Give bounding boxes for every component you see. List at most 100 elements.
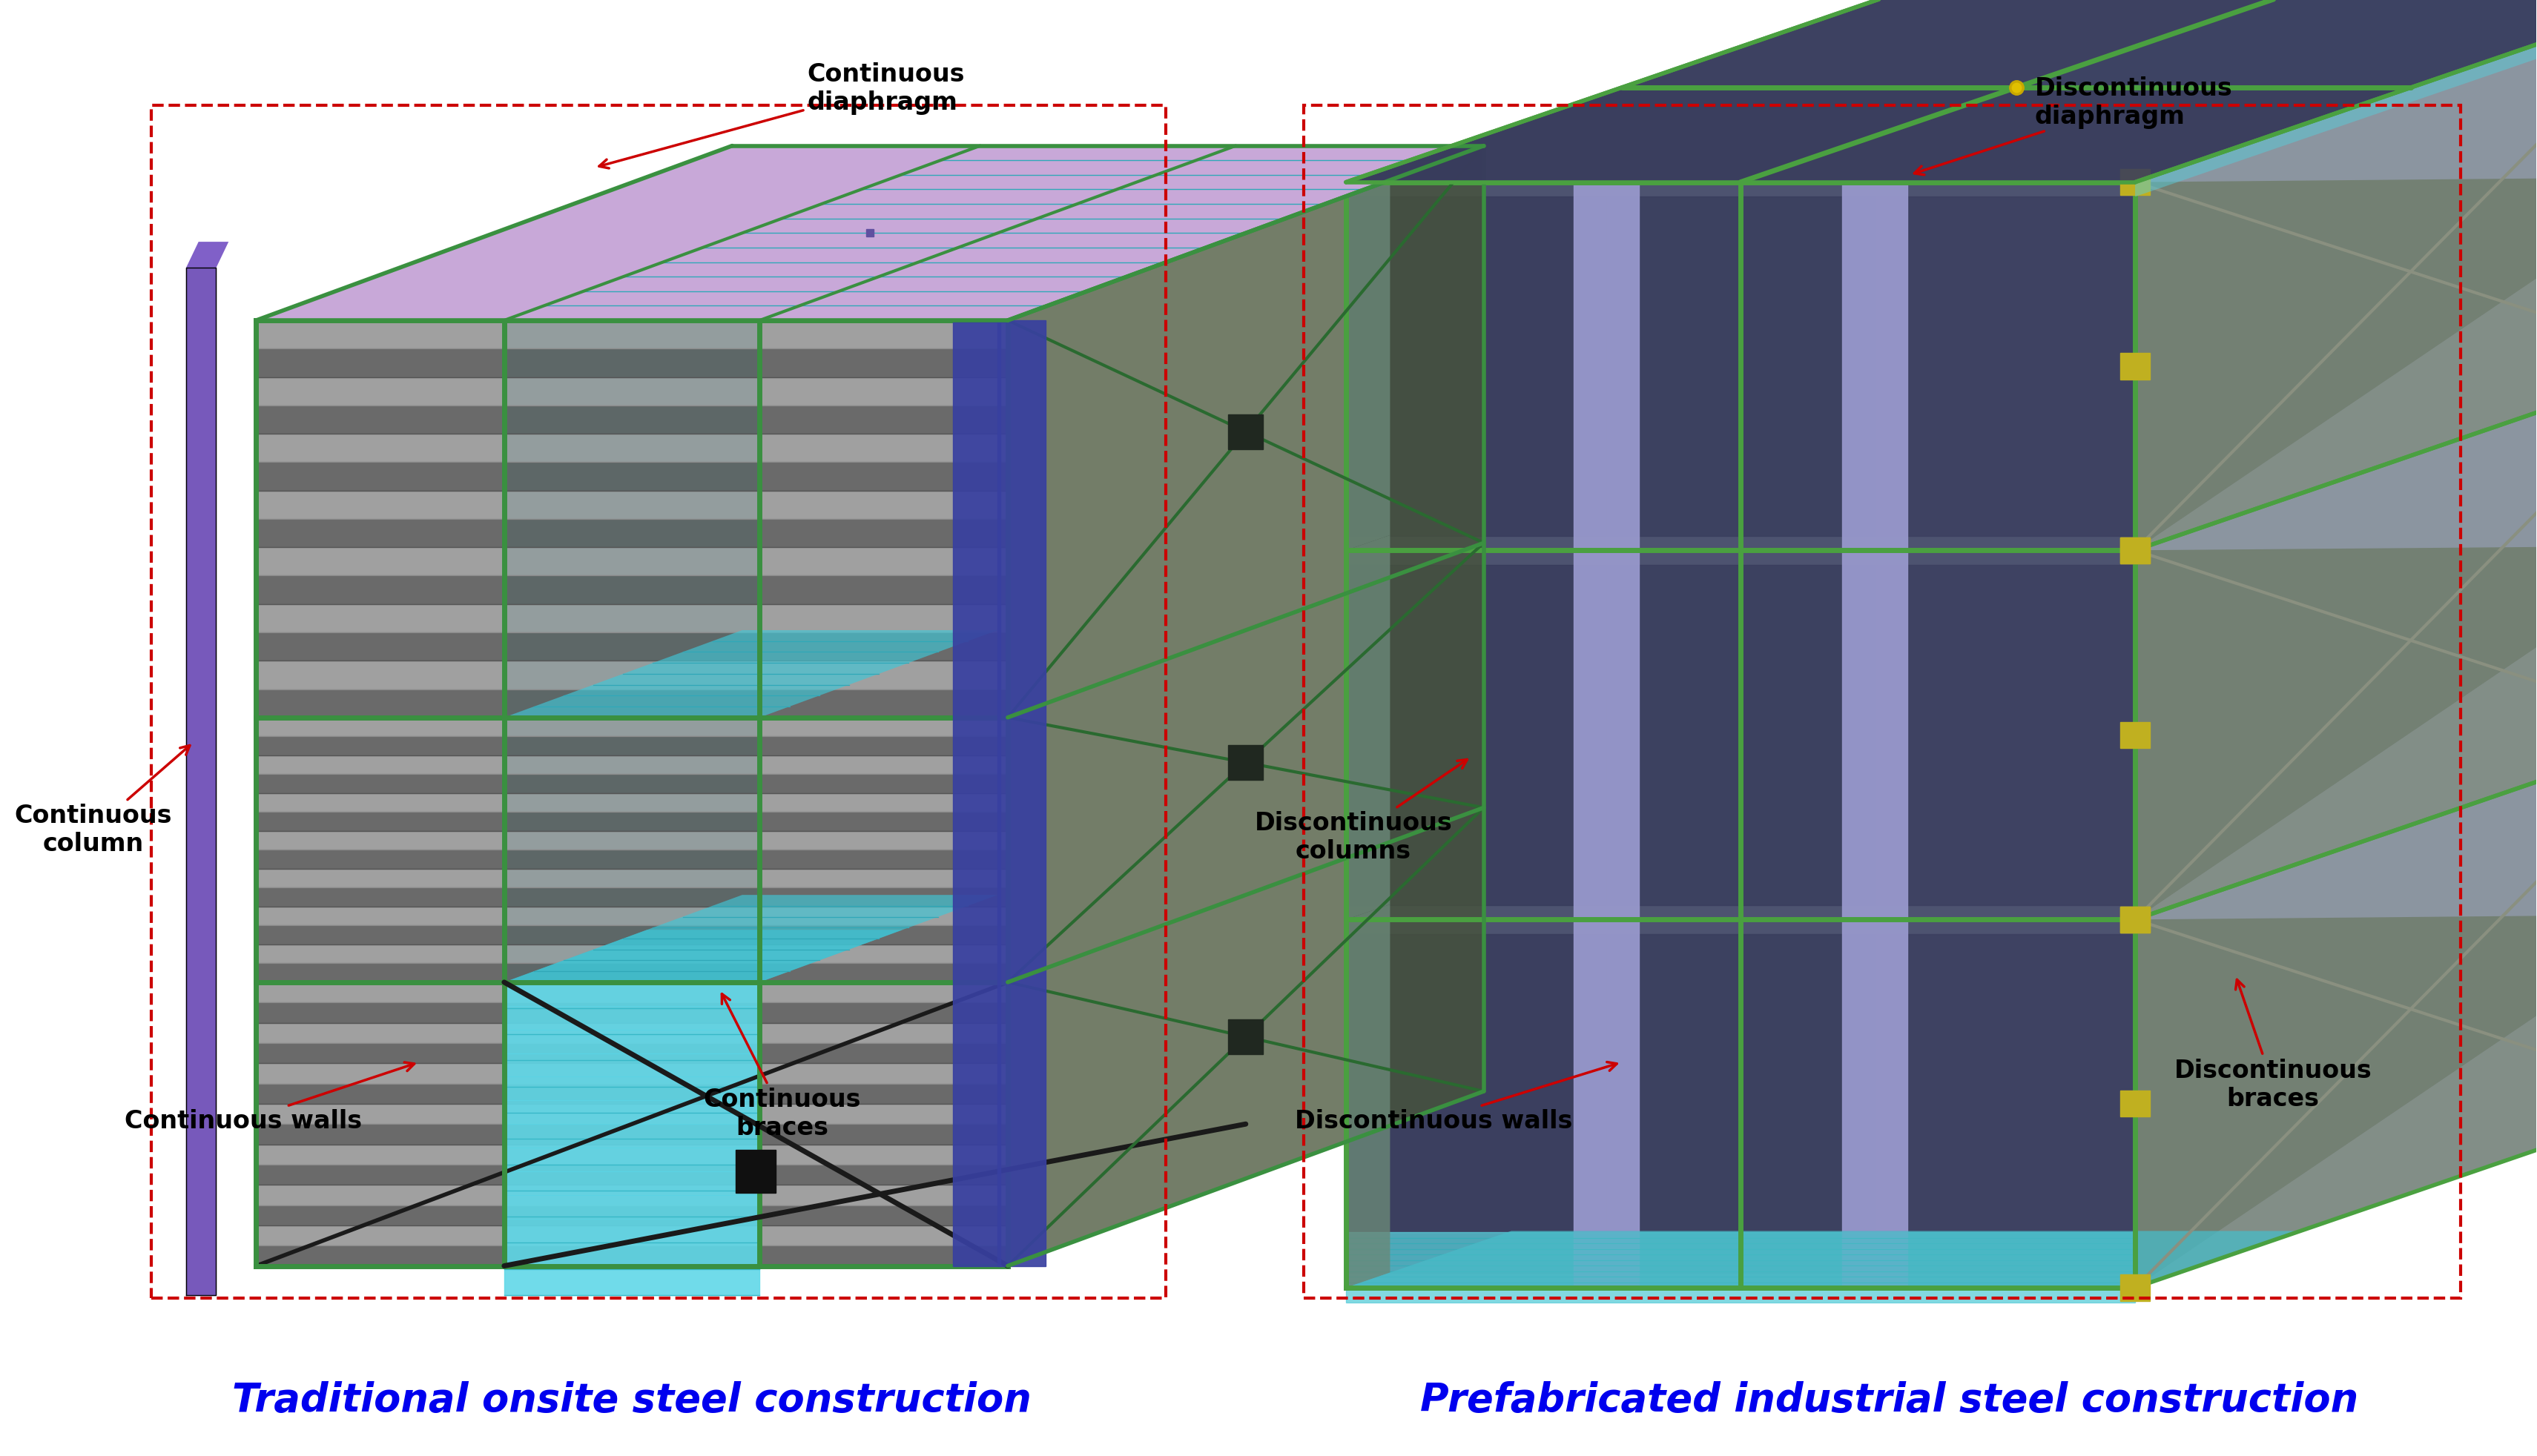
Polygon shape [1347,183,2136,550]
Polygon shape [256,756,1007,775]
Text: Prefabricated industrial steel construction: Prefabricated industrial steel construct… [1421,1380,2359,1420]
Polygon shape [256,794,1007,812]
Text: Continuous
diaphragm: Continuous diaphragm [599,63,964,169]
Polygon shape [1875,198,2136,536]
Polygon shape [256,737,1007,756]
Polygon shape [256,1144,1007,1165]
Polygon shape [1007,147,1484,718]
Polygon shape [256,1042,1007,1063]
Polygon shape [1621,0,2291,89]
Polygon shape [1606,565,1875,906]
Polygon shape [256,547,1007,577]
Polygon shape [256,1124,1007,1144]
Polygon shape [2121,537,2151,563]
Polygon shape [505,983,759,1265]
Polygon shape [256,1083,1007,1104]
Polygon shape [2136,0,2537,198]
Text: Traditional onsite steel construction: Traditional onsite steel construction [233,1380,1033,1420]
Polygon shape [2121,1091,2151,1117]
Polygon shape [256,1063,1007,1083]
Polygon shape [1007,147,1484,1265]
Polygon shape [1875,935,2136,1273]
Polygon shape [2136,731,2537,1287]
Polygon shape [256,1206,1007,1226]
Polygon shape [2121,537,2151,563]
Polygon shape [2121,170,2151,197]
Polygon shape [256,926,1007,945]
Text: Discontinuous
diaphragm: Discontinuous diaphragm [1915,76,2233,176]
Polygon shape [256,1003,1007,1024]
Polygon shape [256,1246,1007,1265]
Polygon shape [1842,183,1908,1287]
Bar [150,106,1164,1297]
Polygon shape [256,964,1007,983]
Polygon shape [1573,183,1639,1287]
Polygon shape [256,633,1007,661]
Polygon shape [1007,543,1484,983]
Polygon shape [256,147,1484,320]
Polygon shape [1347,89,2017,183]
Polygon shape [256,1165,1007,1185]
Polygon shape [256,831,1007,850]
Polygon shape [2136,914,2537,1287]
Polygon shape [256,1185,1007,1206]
Polygon shape [505,630,997,718]
Polygon shape [1228,745,1263,780]
Polygon shape [2136,178,2537,550]
Polygon shape [1347,198,1606,536]
Polygon shape [1347,565,1606,906]
Polygon shape [1740,89,2410,183]
Polygon shape [505,983,759,1294]
Text: Discontinuous walls: Discontinuous walls [1294,1063,1616,1133]
Polygon shape [256,869,1007,888]
Polygon shape [1228,415,1263,450]
Polygon shape [997,320,1045,1265]
Polygon shape [185,242,228,268]
Polygon shape [1347,935,1606,1273]
Polygon shape [2136,0,2537,550]
Bar [1304,106,2461,1297]
Polygon shape [2136,546,2537,920]
Polygon shape [1347,550,2136,920]
Polygon shape [256,888,1007,907]
Polygon shape [185,268,216,1294]
Text: Continuous
column: Continuous column [15,745,190,856]
Polygon shape [256,718,1007,737]
Polygon shape [505,895,997,983]
Polygon shape [951,320,1000,1265]
Polygon shape [2121,354,2151,380]
Polygon shape [256,907,1007,926]
Polygon shape [1347,0,2537,183]
Polygon shape [256,377,1007,406]
Polygon shape [505,930,903,983]
Polygon shape [256,945,1007,964]
Polygon shape [256,463,1007,491]
Polygon shape [256,775,1007,794]
Polygon shape [1007,808,1484,1265]
Polygon shape [2017,0,2537,89]
Polygon shape [1347,1233,2136,1302]
Polygon shape [2136,361,2537,920]
Polygon shape [1347,920,2136,1287]
Polygon shape [2136,178,2537,550]
Polygon shape [256,850,1007,869]
Text: Discontinuous
columns: Discontinuous columns [1256,760,1466,863]
Polygon shape [1606,198,1875,536]
Polygon shape [256,491,1007,520]
Polygon shape [256,1226,1007,1246]
Polygon shape [256,320,1007,349]
Polygon shape [256,1024,1007,1042]
Text: Continuous walls: Continuous walls [124,1063,414,1133]
Polygon shape [2121,722,2151,748]
Polygon shape [1347,536,1390,920]
Polygon shape [1347,167,1390,550]
Polygon shape [256,690,1007,718]
Polygon shape [256,434,1007,463]
Polygon shape [256,1104,1007,1124]
Polygon shape [256,604,1007,633]
Text: Discontinuous
braces: Discontinuous braces [2174,980,2372,1111]
Polygon shape [505,718,759,983]
Polygon shape [2121,1274,2151,1300]
Polygon shape [256,406,1007,434]
Polygon shape [256,349,1007,377]
